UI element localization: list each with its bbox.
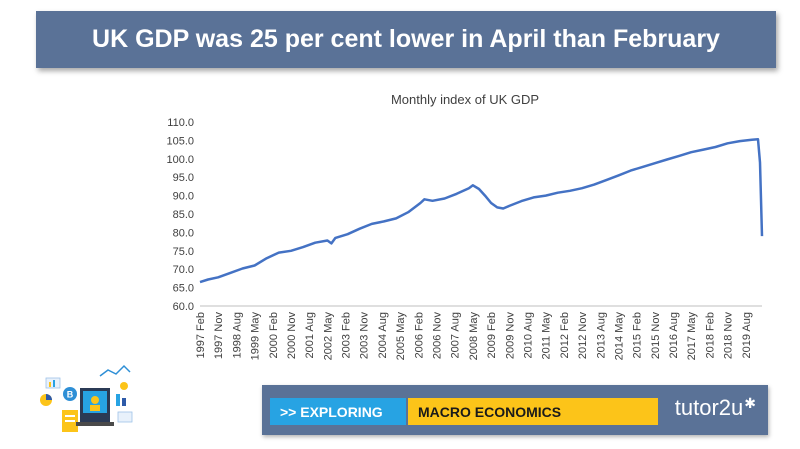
x-tick-label: 2006 Feb bbox=[413, 312, 425, 358]
x-tick-label: 2006 Nov bbox=[432, 312, 444, 360]
y-tick-label: 90.0 bbox=[173, 191, 194, 203]
gdp-line-chart: Monthly index of UK GDP 60.0 65.0 70.0 75.0… bbox=[150, 82, 780, 372]
x-tick-label: 2001 Aug bbox=[304, 312, 316, 359]
y-tick-label: 105.0 bbox=[166, 135, 194, 147]
y-tick-label: 60.0 bbox=[173, 301, 194, 313]
y-axis: 60.0 65.0 70.0 75.0 80.0 85.0 90.0 95.0 100.0 105… bbox=[166, 117, 194, 313]
svg-text:B: B bbox=[67, 390, 74, 400]
x-tick-label: 1997 Feb bbox=[195, 312, 207, 358]
x-tick-label: 2011 May bbox=[541, 312, 553, 360]
x-tick-label: 2019 Aug bbox=[741, 312, 753, 359]
x-tick-label: 1999 May bbox=[250, 312, 262, 361]
person-icon bbox=[91, 396, 99, 404]
y-tick-label: 65.0 bbox=[173, 283, 194, 295]
y-tick-label: 85.0 bbox=[173, 209, 194, 221]
brand-name: tutor2u bbox=[674, 395, 744, 420]
keyboard-icon bbox=[76, 422, 114, 426]
x-tick-label: 2010 Aug bbox=[522, 312, 534, 359]
chart-card-icon bbox=[117, 411, 133, 423]
y-tick-label: 80.0 bbox=[173, 227, 194, 239]
star-burst-icon: ✱ bbox=[744, 394, 756, 411]
x-tick-label: 2004 Aug bbox=[377, 312, 389, 359]
x-tick-label: 2003 Nov bbox=[359, 312, 371, 360]
trend-line-icon bbox=[99, 364, 131, 377]
x-tick-label: 2002 May bbox=[322, 312, 334, 361]
chart-title: Monthly index of UK GDP bbox=[391, 92, 539, 107]
x-tick-label: 2012 Feb bbox=[559, 312, 571, 358]
x-tick-label: 2013 Aug bbox=[595, 312, 607, 359]
x-tick-label: 2000 Feb bbox=[268, 312, 280, 358]
y-tick-label: 70.0 bbox=[173, 264, 194, 276]
plot-area bbox=[199, 138, 764, 284]
gdp-series-line bbox=[199, 138, 764, 284]
x-tick-label: 2015 Feb bbox=[632, 312, 644, 358]
x-tick-label: 2009 Nov bbox=[504, 312, 516, 360]
x-tick-label: 1997 Nov bbox=[213, 312, 225, 360]
footer-bar: >> EXPLORING MACRO ECONOMICS tutor2u ✱ bbox=[262, 385, 768, 435]
topic-tag: MACRO ECONOMICS bbox=[408, 398, 658, 425]
slide-title: UK GDP was 25 per cent lower in April th… bbox=[92, 25, 720, 53]
mini-bar-icon bbox=[49, 382, 51, 387]
brand-logo: tutor2u ✱ bbox=[675, 395, 756, 421]
bitcoin-icon bbox=[63, 387, 77, 401]
x-tick-label: 2007 Aug bbox=[450, 312, 462, 359]
coin-icon bbox=[120, 382, 128, 390]
x-tick-label: 2008 May bbox=[468, 312, 480, 361]
chart-canvas: Monthly index of UK GDP 60.0 65.0 70.0 75.0… bbox=[166, 92, 764, 361]
mini-bar-icon bbox=[53, 380, 55, 387]
data-analytics-illustration: B bbox=[40, 364, 133, 432]
x-tick-label: 2000 Nov bbox=[286, 312, 298, 360]
x-tick-label: 2014 May bbox=[613, 312, 625, 361]
bar-icon bbox=[116, 394, 120, 406]
y-tick-label: 100.0 bbox=[166, 154, 194, 166]
x-tick-label: 2015 Nov bbox=[650, 312, 662, 360]
exploring-tag: >> EXPLORING bbox=[270, 398, 406, 425]
bar-icon bbox=[122, 398, 126, 406]
x-tick-label: 2016 Aug bbox=[668, 312, 680, 359]
x-tick-label: 2018 Feb bbox=[704, 312, 716, 358]
y-tick-label: 95.0 bbox=[173, 172, 194, 184]
x-tick-label: 2017 May bbox=[686, 312, 698, 361]
x-tick-label: 2012 Nov bbox=[577, 312, 589, 360]
x-tick-label: 2005 May bbox=[395, 312, 407, 361]
y-tick-label: 110.0 bbox=[167, 117, 194, 129]
x-tick-label: 2009 Feb bbox=[486, 312, 498, 358]
x-axis: 1997 Feb 1997 Nov 1998 Aug 1999 May 2000 Feb… bbox=[195, 305, 762, 361]
x-tick-label: 2018 Nov bbox=[723, 312, 735, 360]
title-banner: UK GDP was 25 per cent lower in April th… bbox=[36, 11, 776, 68]
y-tick-label: 75.0 bbox=[173, 246, 194, 258]
x-tick-label: 1998 Aug bbox=[231, 312, 243, 359]
x-tick-label: 2003 Feb bbox=[341, 312, 353, 358]
